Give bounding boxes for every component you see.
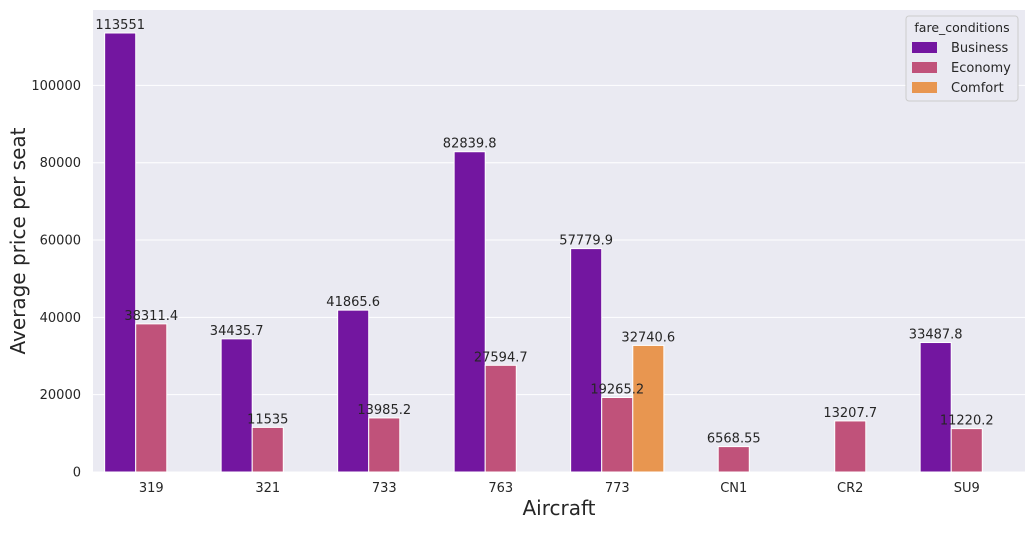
bar bbox=[601, 397, 634, 473]
y-tick-label: 60000 bbox=[40, 234, 81, 249]
legend: fare_conditions Business Economy Comfort bbox=[905, 15, 1019, 102]
bars bbox=[104, 32, 983, 473]
bar-value-label: 6568.55 bbox=[707, 432, 761, 447]
x-tick-label: 319 bbox=[139, 481, 164, 496]
bar bbox=[135, 323, 168, 473]
bar-value-label: 11220.2 bbox=[940, 414, 994, 429]
bar-value-label: 13207.7 bbox=[823, 406, 877, 421]
bar bbox=[632, 344, 665, 473]
bar-value-label: 113551 bbox=[95, 18, 145, 33]
x-tick-label: CR2 bbox=[837, 481, 863, 496]
bar-value-label: 11535 bbox=[247, 412, 288, 427]
bar bbox=[484, 364, 517, 473]
legend-label: Economy bbox=[951, 61, 1011, 76]
legend-swatch bbox=[912, 42, 937, 53]
bar bbox=[220, 338, 253, 473]
y-tick-label: 100000 bbox=[31, 79, 81, 94]
legend-items: Business Economy Comfort bbox=[912, 41, 1011, 96]
x-tick-label: 763 bbox=[488, 481, 513, 496]
x-tick-label: 733 bbox=[372, 481, 397, 496]
x-tick-label: 321 bbox=[255, 481, 280, 496]
y-tick-label: 20000 bbox=[40, 388, 81, 403]
data-labels: 113551 34435.7 41865.6 82839.8 57779.9 33487.… bbox=[95, 18, 993, 447]
bar bbox=[104, 32, 137, 473]
x-tick-label: SU9 bbox=[954, 481, 980, 496]
bar-value-label: 13985.2 bbox=[357, 403, 411, 418]
y-axis-title: Average price per seat bbox=[6, 127, 30, 354]
legend-swatch bbox=[912, 62, 937, 73]
bar bbox=[919, 342, 952, 473]
legend-label: Comfort bbox=[951, 81, 1004, 96]
bar-value-label: 38311.4 bbox=[124, 309, 178, 324]
x-axis-title: Aircraft bbox=[522, 496, 595, 520]
bar bbox=[368, 417, 401, 473]
bar-value-label: 41865.6 bbox=[326, 295, 380, 310]
bar bbox=[950, 428, 983, 473]
bar-value-label: 82839.8 bbox=[443, 137, 497, 152]
x-tick-labels: 319 321 733 763 773 CN1 CR2 SU9 bbox=[139, 481, 980, 496]
bar bbox=[570, 248, 603, 473]
bar bbox=[251, 426, 284, 473]
bar-value-label: 34435.7 bbox=[210, 324, 264, 339]
bar bbox=[834, 420, 867, 473]
legend-title: fare_conditions bbox=[914, 20, 1009, 35]
y-tick-label: 0 bbox=[73, 466, 81, 481]
bar-value-label: 27594.7 bbox=[474, 350, 528, 365]
legend-swatch bbox=[912, 82, 937, 93]
x-tick-label: CN1 bbox=[720, 481, 747, 496]
y-tick-label: 80000 bbox=[40, 156, 81, 171]
bar bbox=[453, 151, 486, 473]
x-tick-label: 773 bbox=[605, 481, 630, 496]
bar-value-label: 57779.9 bbox=[559, 234, 613, 249]
legend-label: Business bbox=[951, 41, 1009, 56]
y-tick-labels: 0 20000 40000 60000 80000 100000 bbox=[31, 79, 81, 481]
bar-value-label: 32740.6 bbox=[621, 330, 675, 345]
y-tick-label: 40000 bbox=[40, 311, 81, 326]
legend-box bbox=[905, 15, 1019, 102]
bar bbox=[337, 309, 370, 473]
bar bbox=[717, 446, 750, 473]
bar-value-label: 19265.2 bbox=[590, 383, 644, 398]
bar-value-label: 33487.8 bbox=[909, 328, 963, 343]
